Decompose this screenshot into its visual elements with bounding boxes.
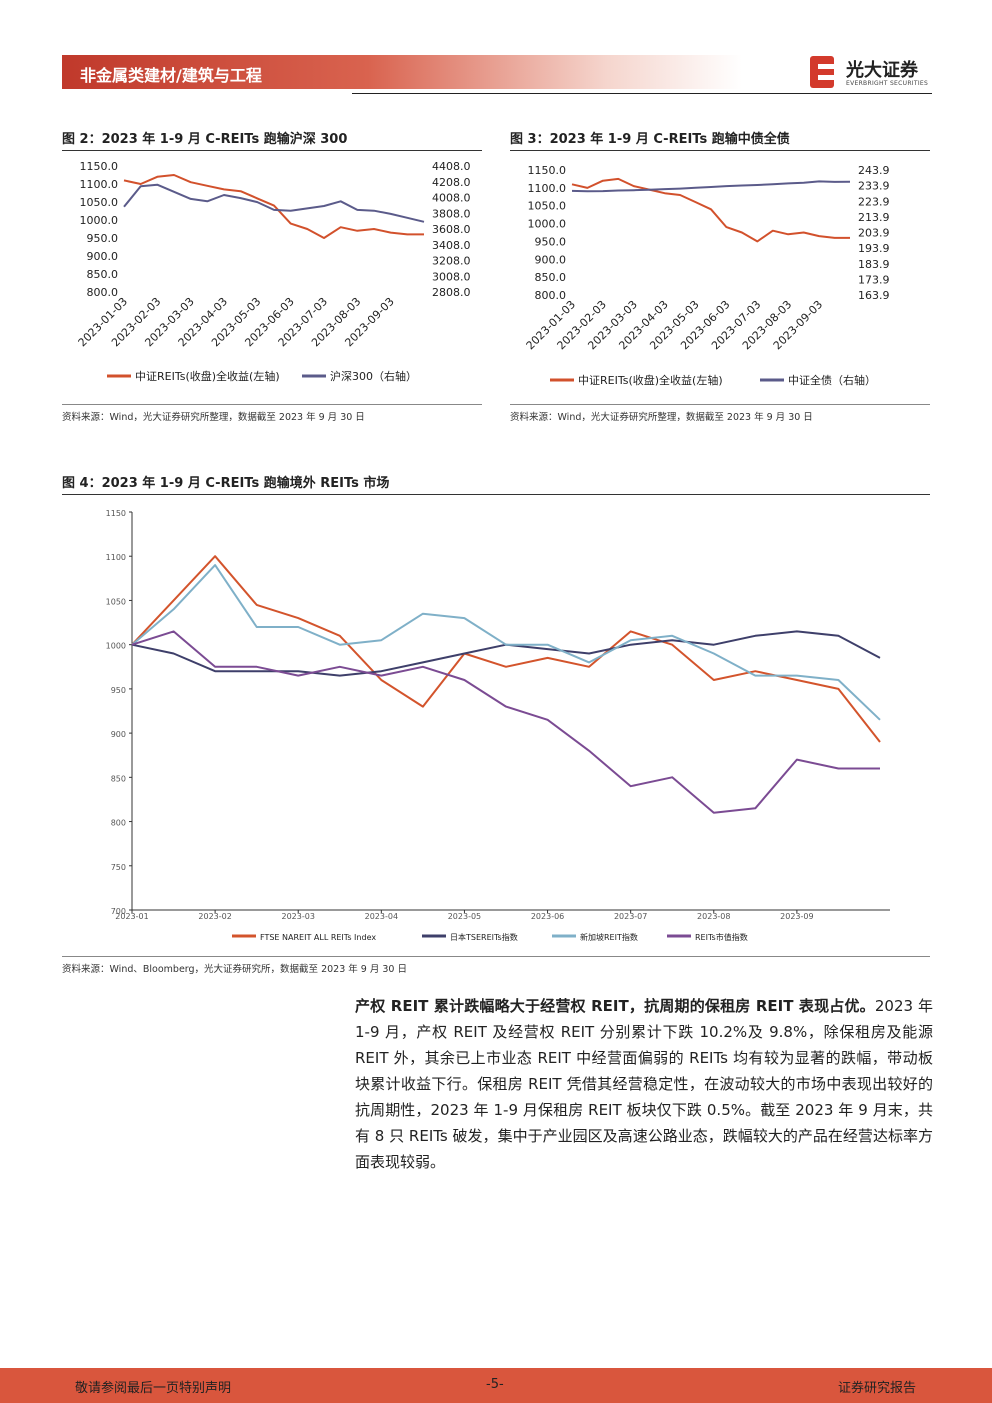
x-tick-label: 2023-05 — [448, 912, 481, 921]
y2-tick-label: 243.9 — [858, 164, 890, 177]
y-tick-label: 850.0 — [535, 271, 567, 284]
y-tick-label: 900.0 — [535, 253, 567, 266]
y2-tick-label: 3008.0 — [432, 270, 471, 283]
y-tick-label: 850.0 — [87, 268, 119, 281]
y-tick-label: 1050.0 — [80, 196, 119, 209]
y-tick-label: 950.0 — [87, 232, 119, 245]
figure-title: 图 4：2023 年 1-9 月 C-REITs 跑输境外 REITs 市场 — [62, 472, 930, 495]
source-note: 资料来源：Wind、Bloomberg，光大证券研究所，数据截至 2023 年 … — [62, 956, 930, 975]
x-tick-label: 2023-01 — [115, 912, 148, 921]
footer-label: 证券研究报告 — [838, 1381, 917, 1396]
source-note: 资料来源：Wind，光大证券研究所整理，数据截至 2023 年 9 月 30 日 — [62, 404, 482, 423]
y2-tick-label: 2808.0 — [432, 286, 471, 299]
chart: 800.0 850.0 900.0 950.0 1000.0 1050.0 1100.0 11… — [524, 164, 890, 387]
x-tick-label: 2023-09 — [780, 912, 813, 921]
series-line — [123, 174, 424, 239]
y2-tick-label: 3208.0 — [432, 255, 471, 268]
x-tick-label: 2023-04 — [365, 912, 398, 921]
logo-cut — [818, 64, 834, 69]
series-line — [131, 555, 881, 743]
y2-tick-label: 233.9 — [858, 180, 890, 193]
x-tick-label: 2023-06 — [531, 912, 564, 921]
series-line — [131, 630, 880, 814]
y-tick-label: 1050.0 — [528, 200, 567, 213]
header-band — [62, 55, 742, 89]
chart: 800.0 850.0 900.0 950.0 1000.0 1050.0 1100.0 11… — [76, 160, 471, 383]
y2-tick-label: 203.9 — [858, 227, 890, 240]
y-tick-label: 1000.0 — [528, 218, 567, 231]
y-tick-label: 1100.0 — [80, 178, 119, 191]
y-tick-label: 950.0 — [535, 235, 567, 248]
body-text: 2023 年 1-9 月，产权 REIT 及经营权 REIT 分别累计下跌 10… — [355, 997, 933, 1171]
series-line — [131, 630, 881, 677]
legend-label: FTSE NAREIT ALL REITs Index — [260, 933, 376, 942]
y2-tick-label: 173.9 — [858, 273, 890, 286]
y-tick-label: 1150 — [106, 509, 126, 518]
logo-cut — [818, 75, 834, 80]
logo-shape — [810, 56, 834, 88]
y-tick-label: 950 — [111, 686, 126, 695]
chart: 700 750 800 850 900 950 1000 1050 1100 1150 2023-0… — [106, 509, 890, 942]
x-tick-label: 2023-08 — [697, 912, 730, 921]
y-tick-label: 750 — [111, 863, 126, 872]
legend-label: 沪深300（右轴） — [330, 369, 417, 383]
page-number: -5- — [486, 1377, 504, 1392]
y-tick-label: 1100 — [106, 553, 126, 562]
legend-label: 中证REITs(收盘)全收益(左轴) — [135, 369, 280, 383]
section-title: 非金属类建材/建筑与工程 — [80, 66, 262, 85]
y2-tick-label: 183.9 — [858, 258, 890, 271]
body-paragraph: 产权 REIT 累计跌幅略大于经营权 REIT，抗周期的保租房 REIT 表现占… — [355, 993, 933, 1175]
y2-tick-label: 213.9 — [858, 211, 890, 224]
y2-tick-label: 3608.0 — [432, 223, 471, 236]
y2-tick-label: 163.9 — [858, 289, 890, 302]
y2-tick-label: 4408.0 — [432, 160, 471, 173]
legend-label: 中证REITs(收盘)全收益(左轴) — [578, 373, 723, 387]
y-tick-label: 900 — [111, 730, 126, 739]
y2-tick-label: 193.9 — [858, 242, 890, 255]
y-tick-label: 1050 — [106, 597, 126, 606]
legend-label: 中证全债（右轴） — [788, 373, 876, 387]
y-tick-label: 1000.0 — [80, 214, 119, 227]
brand-en: EVERBRIGHT SECURITIES — [846, 80, 929, 87]
x-tick-label: 2023-03 — [282, 912, 315, 921]
legend-label: REITs市值指数 — [695, 932, 748, 942]
brand-name: 光大证券 — [846, 60, 918, 81]
series-line — [571, 180, 851, 193]
series-line — [123, 183, 425, 223]
source-note: 资料来源：Wind，光大证券研究所整理，数据截至 2023 年 9 月 30 日 — [510, 404, 930, 423]
footer-disclaimer: 敬请参阅最后一页特别声明 — [75, 1381, 232, 1396]
y-tick-label: 1150.0 — [528, 164, 567, 177]
y-tick-label: 850 — [111, 774, 126, 783]
series-line — [571, 177, 850, 243]
header-rule — [352, 93, 932, 94]
y-tick-label: 900.0 — [87, 250, 119, 263]
lead-sentence: 产权 REIT 累计跌幅略大于经营权 REIT，抗周期的保租房 REIT 表现占… — [355, 997, 875, 1015]
x-tick-label: 2023-02 — [198, 912, 231, 921]
y2-tick-label: 3808.0 — [432, 207, 471, 220]
y-tick-label: 1000 — [106, 642, 126, 651]
logo-icon — [810, 56, 834, 88]
y2-tick-label: 223.9 — [858, 195, 890, 208]
y-tick-label: 700 — [111, 907, 126, 916]
y2-tick-label: 4208.0 — [432, 176, 471, 189]
y-tick-label: 800 — [111, 819, 126, 828]
series-line — [131, 564, 881, 721]
figure-title: 图 3：2023 年 1-9 月 C-REITs 跑输中债全债 — [510, 128, 930, 151]
legend-label: 日本TSEREITs指数 — [450, 932, 518, 942]
y2-tick-label: 4008.0 — [432, 192, 471, 205]
y-tick-label: 800.0 — [87, 286, 119, 299]
figure-title: 图 2：2023 年 1-9 月 C-REITs 跑输沪深 300 — [62, 128, 482, 151]
footer: 敬请参阅最后一页特别声明 -5- 证券研究报告 — [0, 1368, 992, 1403]
y-tick-label: 1150.0 — [80, 160, 119, 173]
legend-label: 新加坡REIT指数 — [580, 932, 638, 942]
y-tick-label: 800.0 — [535, 289, 567, 302]
y-tick-label: 1100.0 — [528, 182, 567, 195]
y2-tick-label: 3408.0 — [432, 239, 471, 252]
x-tick-label: 2023-07 — [614, 912, 647, 921]
